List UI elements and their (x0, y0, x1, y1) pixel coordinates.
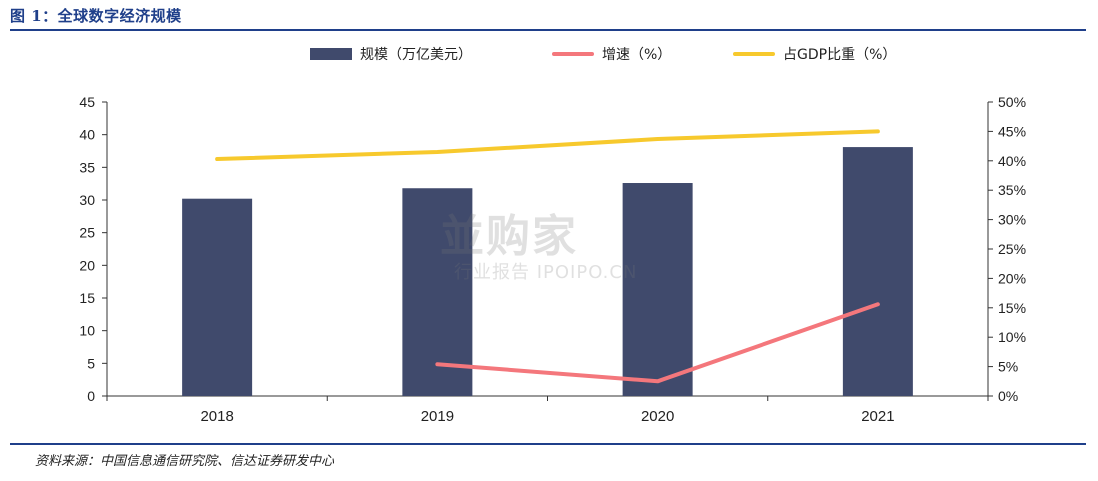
right-tick-label: 10% (998, 329, 1026, 345)
figure-title: 图 1：全球数字经济规模 (10, 7, 182, 25)
line-growth (435, 302, 880, 384)
right-tick-label: 45% (998, 123, 1026, 139)
legend-label-growth: 增速（%） (602, 47, 672, 63)
chart-legend: 规模（万亿美元） 增速（%） 占GDP比重（%） (0, 43, 1098, 67)
right-tick-label: 30% (998, 212, 1026, 228)
bar-scale (402, 188, 473, 396)
right-tick-label: 20% (998, 270, 1026, 286)
left-tick-label: 35 (79, 159, 95, 175)
right-tick-label: 0% (998, 388, 1018, 404)
left-tick-label: 25 (79, 225, 95, 241)
x-category-label: 2021 (861, 408, 894, 425)
left-tick-label: 45 (79, 94, 95, 110)
legend-swatch-scale (310, 48, 352, 60)
left-tick-label: 0 (87, 388, 95, 404)
source-note: 资料来源：中国信息通信研究院、信达证券研发中心 (35, 454, 335, 469)
legend-item-growth: 增速（%） (552, 43, 671, 65)
bottom-rule (10, 443, 1086, 445)
legend-label-scale: 规模（万亿美元） (360, 47, 472, 63)
legend-swatch-gdp-share (733, 52, 775, 56)
right-tick-label: 35% (998, 182, 1026, 198)
left-tick-label: 10 (79, 323, 95, 339)
left-tick-label: 30 (79, 192, 95, 208)
left-tick-label: 40 (79, 127, 95, 143)
legend-label-gdp-share: 占GDP比重（%） (783, 47, 897, 63)
left-tick-label: 20 (79, 257, 95, 273)
right-tick-label: 50% (998, 94, 1026, 110)
legend-item-gdp-share: 占GDP比重（%） (733, 43, 896, 65)
legend-item-scale: 规模（万亿美元） (310, 43, 472, 65)
right-tick-label: 25% (998, 241, 1026, 257)
x-category-label: 2018 (200, 408, 233, 425)
bar-scale (622, 183, 693, 396)
right-tick-label: 15% (998, 300, 1026, 316)
right-tick-label: 5% (998, 359, 1018, 375)
x-category-label: 2020 (641, 408, 674, 425)
left-tick-label: 5 (87, 355, 95, 371)
bar-scale (182, 198, 253, 396)
top-rule (10, 29, 1086, 31)
x-category-label: 2019 (421, 408, 454, 425)
line-gdp-share (215, 129, 880, 162)
legend-swatch-growth (552, 52, 594, 56)
bar-scale (842, 147, 913, 396)
left-tick-label: 15 (79, 290, 95, 306)
right-tick-label: 40% (998, 153, 1026, 169)
